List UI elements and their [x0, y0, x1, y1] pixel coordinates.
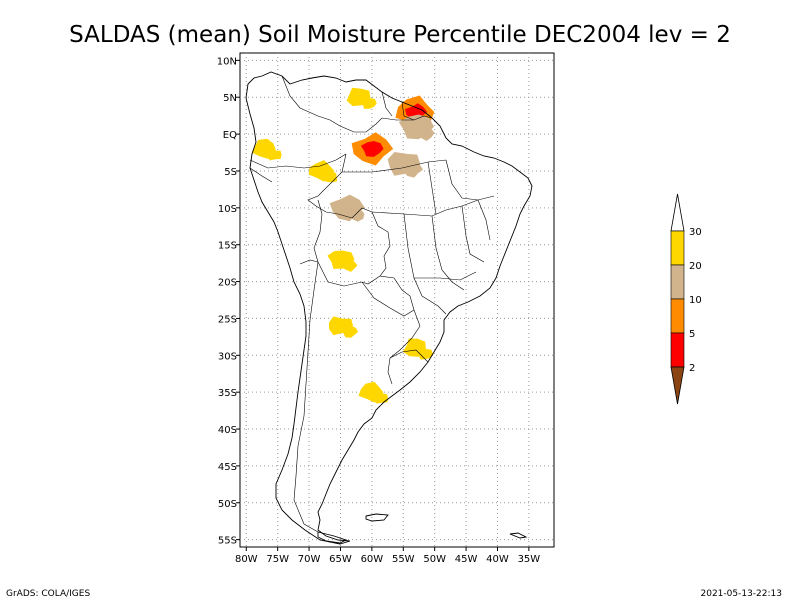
legend-top-arrow	[670, 193, 685, 232]
shaded-region	[329, 194, 365, 222]
map-frame	[239, 52, 555, 548]
border-chile-argentina	[293, 261, 319, 533]
y-tick-label: 10S	[218, 204, 237, 215]
shaded-region	[360, 141, 384, 157]
legend-level-label: 2	[689, 363, 695, 374]
legend-color-band	[670, 298, 685, 334]
border-paraguay-argentina	[361, 281, 415, 317]
shaded-region	[341, 259, 358, 272]
x-tick-label: 60W	[361, 554, 384, 565]
legend-level-label: 5	[689, 329, 695, 340]
shaded-region	[322, 171, 338, 183]
x-tick-label: 75W	[266, 554, 289, 565]
x-tick-label: 70W	[298, 554, 321, 565]
border-peru-brazil	[307, 153, 353, 219]
falkland-islands	[365, 513, 389, 522]
border-guyana-suriname	[381, 91, 393, 117]
border-guianas-brazil	[381, 115, 433, 121]
x-tick-label: 55W	[392, 554, 415, 565]
border-paraguay-brazil	[379, 275, 415, 311]
brazil-state-lines	[342, 159, 495, 315]
x-tick-label: 80W	[235, 554, 258, 565]
footer-left-credit: GrADS: COLA/IGES	[6, 589, 90, 599]
map-plot-area: 80W 75W 70W 65W 60W 55W 50W 45W 40W 35W 10N 5N EQ 5S…	[217, 52, 555, 565]
shaded-region	[267, 149, 282, 161]
border-venezuela-brazil	[339, 117, 383, 133]
y-tick-label: 25S	[218, 314, 237, 325]
south-georgia	[509, 532, 528, 539]
y-tick-label: 55S	[218, 536, 237, 547]
border-colombia-venezuela	[281, 75, 341, 127]
y-tick-label: 5N	[223, 93, 237, 104]
x-tick-label: 45W	[455, 554, 478, 565]
x-tick-label: 40W	[486, 554, 509, 565]
legend-color-band	[670, 230, 685, 266]
border-ecuador-peru	[249, 167, 273, 183]
south-america-coastline	[245, 71, 533, 545]
border-argentina-uruguay	[387, 357, 393, 385]
country-borders	[249, 75, 495, 533]
shaded-region	[415, 124, 435, 141]
y-tick-label: 30S	[218, 351, 237, 362]
gridlines	[240, 53, 554, 547]
x-tick-label: 65W	[329, 554, 352, 565]
y-tick-label: 50S	[218, 499, 237, 510]
map-title: SALDAS (mean) Soil Moisture Percentile D…	[69, 22, 731, 48]
border-bolivia-paraguay	[361, 275, 381, 285]
y-tick-label: 40S	[218, 425, 237, 436]
shaded-region	[417, 348, 433, 360]
legend-level-label: 20	[689, 261, 702, 272]
legend-level-label: 30	[689, 227, 702, 238]
border-peru-bolivia	[313, 199, 323, 263]
footer-right-timestamp: 2021-05-13-22:13	[701, 589, 783, 599]
percentile-shading	[251, 87, 435, 404]
shaded-region	[402, 161, 424, 178]
border-argentina-brazil	[389, 309, 421, 359]
border-suriname-guiana	[401, 101, 415, 121]
y-tick-label: 45S	[218, 462, 237, 473]
legend-bottom-arrow	[670, 366, 685, 405]
x-tick-label: 50W	[423, 554, 446, 565]
border-colombia-peru	[249, 153, 347, 169]
border-bolivia-brazil	[351, 207, 391, 277]
y-tick-label: 15S	[218, 241, 237, 252]
y-tick-label: EQ	[223, 130, 237, 141]
y-tick-label: 5S	[224, 167, 237, 178]
y-axis-ticks: 10N 5N EQ 5S 10S 15S 20S 25S 30S 35S 40S 45S 50S 55S	[217, 56, 240, 547]
x-tick-label: 35W	[518, 554, 541, 565]
border-uruguay-brazil	[389, 349, 429, 363]
legend-color-band	[670, 264, 685, 300]
shaded-region	[360, 97, 377, 109]
shaded-region	[341, 325, 359, 338]
y-tick-label: 10N	[217, 56, 237, 67]
border-peru-chile	[299, 259, 319, 265]
tierra-del-fuego	[317, 531, 348, 544]
colorbar-legend: 30 20 10 5 2	[670, 193, 702, 405]
border-bolivia-argentina	[317, 261, 363, 287]
coastline	[245, 71, 533, 545]
y-tick-label: 35S	[218, 388, 237, 399]
shaded-region	[373, 392, 388, 404]
x-axis-ticks: 80W 75W 70W 65W 60W 55W 50W 45W 40W 35W	[235, 547, 540, 565]
y-tick-label: 20S	[218, 278, 237, 289]
legend-color-band	[670, 332, 685, 368]
legend-level-label: 10	[689, 295, 702, 306]
